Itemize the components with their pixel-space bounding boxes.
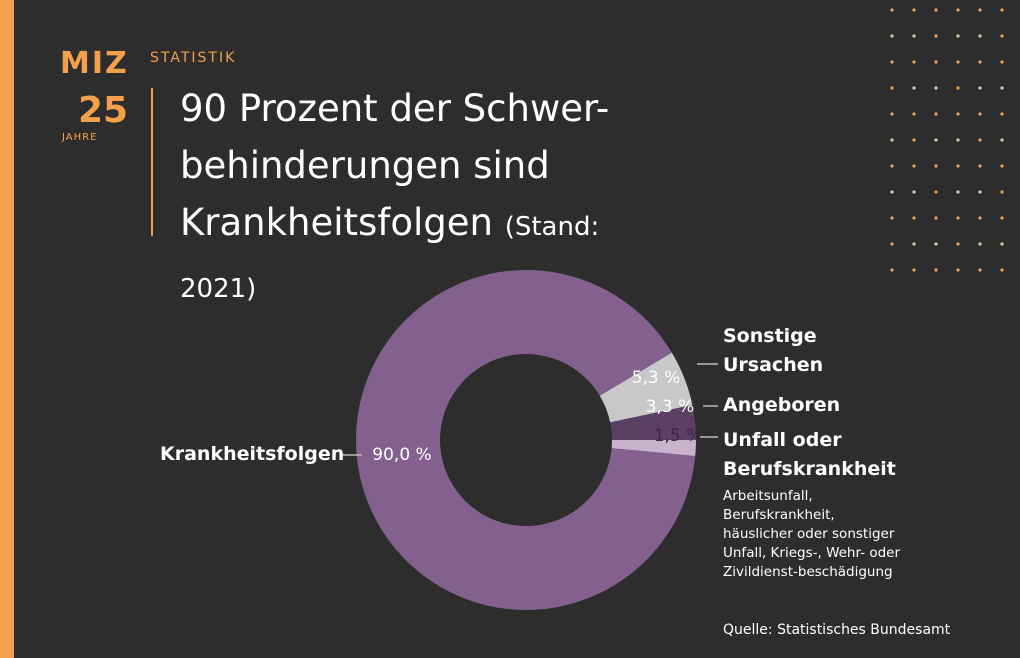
decor-dot <box>1000 190 1004 194</box>
logo-caption: JAHRE <box>62 132 98 143</box>
decor-dot <box>1000 164 1004 168</box>
decor-dot <box>890 242 894 246</box>
decor-dot <box>934 112 938 116</box>
decor-dot <box>956 34 960 38</box>
decor-dot <box>890 164 894 168</box>
donut-slice <box>599 352 693 423</box>
decor-dot <box>978 60 982 64</box>
decor-dot <box>978 190 982 194</box>
decor-dot <box>956 190 960 194</box>
note: Arbeitsunfall, Berufskrankheit, häuslich… <box>723 488 901 580</box>
decor-dot <box>956 164 960 168</box>
kicker: STATISTIK <box>150 50 237 66</box>
decor-dot <box>912 34 916 38</box>
decor-dot <box>978 242 982 246</box>
title-rule <box>151 88 153 236</box>
decor-dot <box>956 242 960 246</box>
decor-dot <box>1000 242 1004 246</box>
decor-dot <box>978 112 982 116</box>
decor-dot <box>890 34 894 38</box>
decor-dot <box>956 138 960 142</box>
decor-dot <box>890 60 894 64</box>
decor-dot <box>912 164 916 168</box>
decor-dot <box>912 242 916 246</box>
decor-dot <box>912 86 916 90</box>
decor-dot <box>934 164 938 168</box>
decor-dot <box>934 60 938 64</box>
decor-dot <box>912 138 916 142</box>
decor-dot <box>934 34 938 38</box>
decor-dot <box>1000 138 1004 142</box>
decor-dot <box>912 190 916 194</box>
logo-number: 25 <box>78 90 129 131</box>
donut-slice <box>611 440 696 456</box>
value-label: 5,3 % <box>632 368 681 388</box>
decor-dot <box>956 8 960 12</box>
decor-dot <box>978 164 982 168</box>
decor-dot <box>978 86 982 90</box>
value-label: 1,5 % <box>654 426 703 446</box>
decor-dot <box>890 112 894 116</box>
category-label: Unfall oder Berufskrankheit <box>723 429 896 480</box>
decor-dot <box>934 190 938 194</box>
decor-dot <box>978 34 982 38</box>
decor-dot <box>978 138 982 142</box>
decor-dot <box>934 268 938 272</box>
decor-dot <box>912 112 916 116</box>
decor-dot <box>956 112 960 116</box>
decor-dot <box>934 138 938 142</box>
category-label: Angeboren <box>723 394 841 416</box>
decor-dot <box>1000 60 1004 64</box>
value-label: 3,3 % <box>646 397 695 417</box>
decor-dot <box>912 216 916 220</box>
decor-dot <box>956 60 960 64</box>
logo-text: MIZ <box>60 46 129 81</box>
decor-dot <box>956 268 960 272</box>
decor-dot <box>934 216 938 220</box>
decor-dot <box>890 138 894 142</box>
donut-slice <box>610 405 696 441</box>
chart-title: 90 Prozent der Schwer-behinderungen sind… <box>180 87 610 244</box>
decor-dot <box>978 216 982 220</box>
category-label: Sonstige Ursachen <box>723 325 824 376</box>
decor-dot <box>1000 112 1004 116</box>
decor-dot <box>912 268 916 272</box>
decor-dot <box>1000 86 1004 90</box>
decor-dot <box>890 268 894 272</box>
decor-dot <box>934 8 938 12</box>
decor-dot <box>890 190 894 194</box>
decor-dot <box>912 60 916 64</box>
decor-dot <box>890 216 894 220</box>
decor-dot <box>956 86 960 90</box>
decor-dot <box>934 242 938 246</box>
source: Quelle: Statistisches Bundesamt <box>723 622 951 638</box>
accent-strip <box>0 0 14 658</box>
decor-dot <box>1000 216 1004 220</box>
decor-dot <box>1000 8 1004 12</box>
decor-dot <box>1000 268 1004 272</box>
title-box: 90 Prozent der Schwer-behinderungen sind… <box>180 80 680 318</box>
category-label: Krankheitsfolgen <box>160 443 345 465</box>
decor-dot <box>1000 34 1004 38</box>
chart-subtitle: (Stand: 2021) <box>180 212 600 304</box>
donut-slice <box>356 270 696 611</box>
decor-dot <box>934 86 938 90</box>
decor-dot <box>978 268 982 272</box>
decor-dot <box>912 8 916 12</box>
decor-dot <box>890 8 894 12</box>
decor-dot <box>890 86 894 90</box>
decor-dot <box>956 216 960 220</box>
value-label: 90,0 % <box>372 445 431 465</box>
decor-dot <box>978 8 982 12</box>
